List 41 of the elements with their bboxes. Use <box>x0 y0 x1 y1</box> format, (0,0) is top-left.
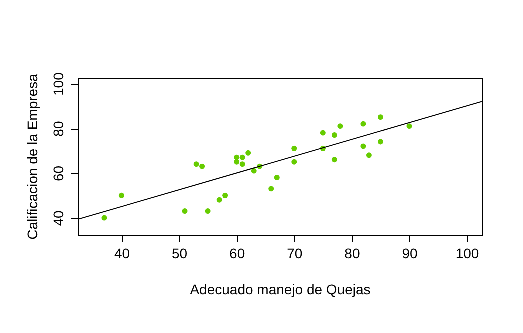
point <box>119 192 124 198</box>
x-tick-label: 80 <box>344 246 360 262</box>
point <box>406 124 412 130</box>
point <box>292 159 298 165</box>
x-tick-label: 40 <box>114 246 130 262</box>
y-tick-label: 80 <box>50 121 66 137</box>
x-tick-label: 70 <box>287 246 303 262</box>
point <box>274 175 280 180</box>
point <box>332 132 338 138</box>
point <box>360 121 366 127</box>
x-tick-label: 100 <box>456 246 480 262</box>
y-tick-label: 100 <box>50 72 66 96</box>
point <box>234 154 240 160</box>
point <box>338 124 344 130</box>
point <box>194 162 200 168</box>
y-tick-label: 40 <box>50 210 66 226</box>
point <box>240 162 246 168</box>
x-axis-title: Adecuado manejo de Quejas <box>190 282 371 298</box>
y-axis-title: Calificacion de la Empresa <box>24 74 40 240</box>
point <box>246 150 252 156</box>
x-tick-label: 90 <box>402 246 418 262</box>
point <box>366 152 372 158</box>
point <box>268 186 274 192</box>
point <box>378 139 384 145</box>
x-tick-label: 50 <box>172 246 188 262</box>
point <box>182 208 188 214</box>
point <box>205 208 211 214</box>
point <box>222 192 228 198</box>
point <box>251 168 257 174</box>
x-tick-label: 60 <box>230 246 246 262</box>
point <box>360 144 366 150</box>
point <box>234 159 240 165</box>
point <box>292 146 298 152</box>
point <box>320 130 326 136</box>
y-tick-label: 60 <box>50 166 66 182</box>
point <box>240 154 246 160</box>
point <box>332 157 338 163</box>
point <box>216 197 222 203</box>
point <box>102 215 108 221</box>
point <box>200 164 206 170</box>
point <box>378 114 384 120</box>
